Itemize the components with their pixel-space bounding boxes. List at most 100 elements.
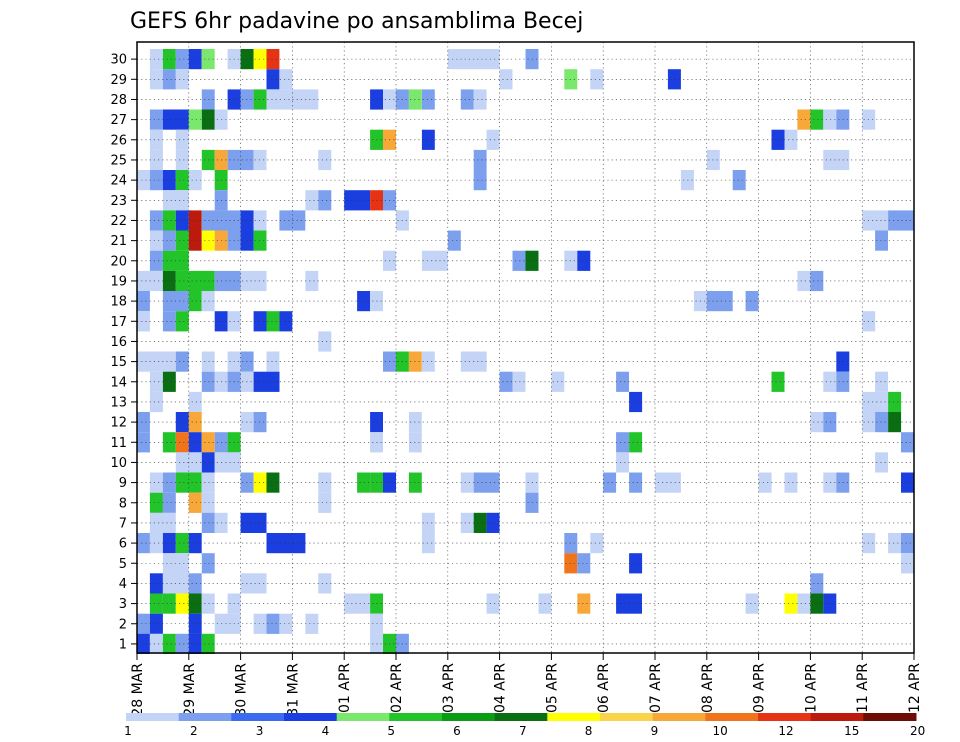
heatmap-cell bbox=[188, 109, 202, 130]
y-tick-label: 15 bbox=[110, 355, 127, 370]
heatmap-cell bbox=[357, 472, 371, 493]
heatmap-cell bbox=[253, 210, 267, 231]
heatmap-cell bbox=[162, 49, 176, 70]
heatmap-cell bbox=[162, 492, 176, 513]
heatmap-cell bbox=[149, 170, 163, 191]
heatmap-cell bbox=[201, 149, 215, 171]
heatmap-cell bbox=[201, 553, 215, 574]
heatmap-cell bbox=[810, 270, 824, 292]
heatmap-cell bbox=[421, 250, 448, 271]
x-axis-ticks: 28 MAR 29 MAR 30 MAR 31 MAR 01 APR 02 APR 03 A… bbox=[130, 653, 923, 717]
heatmap-cell bbox=[201, 512, 215, 533]
heatmap-cell bbox=[888, 210, 914, 231]
heatmap-cell bbox=[149, 492, 163, 513]
heatmap-cell bbox=[149, 391, 163, 413]
colorbar-tick-label: 2 bbox=[190, 724, 198, 738]
heatmap-cell bbox=[888, 412, 902, 433]
heatmap-cell bbox=[162, 270, 176, 292]
heatmap-cell bbox=[188, 270, 215, 292]
heatmap-cell bbox=[745, 291, 759, 312]
heatmap-cell bbox=[810, 573, 824, 594]
heatmap-cell bbox=[901, 432, 914, 453]
heatmap-cell bbox=[797, 109, 811, 130]
y-tick-label: 2 bbox=[119, 617, 127, 632]
heatmap-cell bbox=[473, 170, 487, 191]
heatmap-cell bbox=[149, 210, 163, 231]
heatmap-cell bbox=[175, 69, 189, 90]
heatmap-cell bbox=[162, 432, 176, 453]
heatmap-cell bbox=[305, 190, 319, 211]
heatmap-cell bbox=[149, 613, 163, 634]
heatmap-cell bbox=[279, 69, 293, 90]
heatmap-cell bbox=[175, 351, 189, 372]
heatmap-cell bbox=[732, 170, 746, 191]
heatmap-cell bbox=[188, 49, 202, 70]
heatmap-cell bbox=[149, 533, 163, 554]
heatmap-cell bbox=[162, 633, 176, 654]
heatmap-cell bbox=[862, 391, 889, 413]
colorbar-swatch bbox=[178, 713, 232, 721]
heatmap-cell bbox=[188, 573, 202, 594]
heatmap-cell bbox=[577, 250, 591, 271]
colorbar-tick-label: 20 bbox=[910, 724, 925, 738]
heatmap-cell bbox=[175, 311, 189, 332]
heatmap-cell bbox=[253, 49, 267, 70]
heatmap-cell bbox=[745, 593, 759, 614]
y-axis-ticks: 1234567891011121314151617181920212223242… bbox=[110, 53, 137, 652]
heatmap-cell bbox=[137, 311, 150, 332]
heatmap-cell bbox=[590, 533, 604, 554]
heatmap-cell bbox=[240, 573, 267, 594]
heatmap-cell bbox=[318, 190, 332, 211]
heatmap-cell bbox=[175, 593, 189, 614]
colorbar-tick-label: 10 bbox=[713, 724, 728, 738]
heatmap-cell bbox=[188, 533, 202, 554]
x-tick-label: 31 MAR bbox=[285, 663, 301, 717]
heatmap-cell bbox=[214, 452, 241, 473]
heatmap-cell bbox=[175, 170, 189, 191]
colorbar-swatch bbox=[810, 713, 864, 721]
heatmap-cell bbox=[460, 512, 474, 533]
heatmap-cell bbox=[149, 109, 163, 130]
heatmap-cell bbox=[862, 210, 889, 231]
heatmap-cell bbox=[318, 331, 332, 352]
heatmap-cell bbox=[421, 351, 435, 372]
heatmap-cell bbox=[201, 351, 215, 372]
heatmap-cell bbox=[214, 270, 241, 292]
heatmap-cell bbox=[149, 472, 163, 493]
dotted-grid bbox=[137, 42, 914, 653]
y-tick-label: 25 bbox=[110, 153, 127, 168]
heatmap-cell bbox=[473, 89, 487, 110]
colorbar-tick-label: 5 bbox=[387, 724, 395, 738]
x-tick-label: 29 MAR bbox=[182, 663, 198, 717]
heatmap-cell bbox=[266, 613, 280, 634]
colorbar-swatch bbox=[284, 713, 338, 721]
heatmap-cell bbox=[810, 412, 824, 433]
heatmap-cell bbox=[137, 351, 176, 372]
heatmap-cell bbox=[175, 633, 189, 654]
plot-frame bbox=[136, 41, 915, 654]
heatmap-cell bbox=[266, 533, 306, 554]
heatmap-cell bbox=[667, 69, 681, 90]
heatmap-cell bbox=[901, 472, 914, 493]
heatmap-cell bbox=[797, 593, 811, 614]
y-tick-label: 6 bbox=[119, 537, 127, 552]
heatmap-cell bbox=[201, 593, 215, 614]
heatmap-cell bbox=[499, 69, 513, 90]
heatmap-cell bbox=[473, 149, 487, 171]
heatmap-cells bbox=[137, 49, 914, 654]
heatmap-cell bbox=[175, 432, 189, 453]
heatmap-cell bbox=[357, 291, 371, 312]
heatmap-cell bbox=[137, 291, 150, 312]
heatmap-cell bbox=[240, 270, 267, 292]
x-tick-label: 02 APR bbox=[389, 663, 405, 713]
heatmap-cell bbox=[201, 633, 215, 654]
heatmap-cell bbox=[175, 210, 189, 231]
heatmap-cell bbox=[616, 371, 629, 392]
x-tick-label: 12 APR bbox=[907, 663, 923, 713]
colorbar-swatch bbox=[442, 713, 496, 721]
heatmap-cell bbox=[344, 190, 371, 211]
heatmap-cell bbox=[823, 412, 837, 433]
colorbar-tick-label: 3 bbox=[256, 724, 264, 738]
heatmap-cell bbox=[447, 230, 461, 251]
heatmap-cell bbox=[823, 472, 837, 493]
